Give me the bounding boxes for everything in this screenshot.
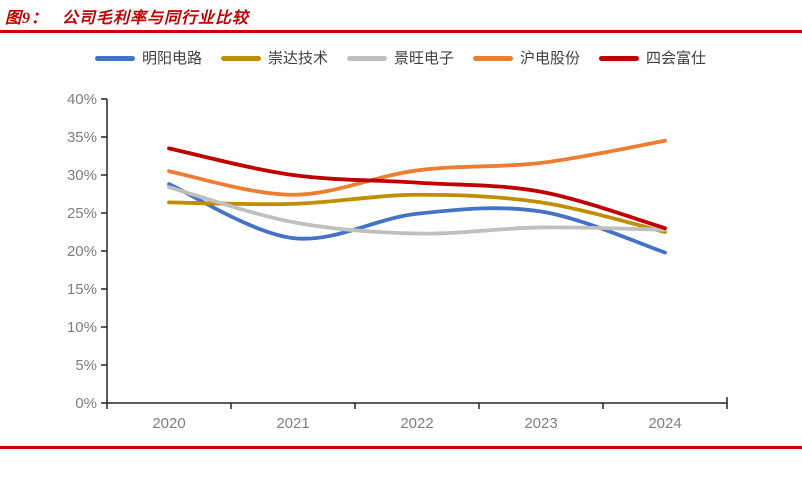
legend-line-swatch bbox=[94, 56, 135, 61]
chart-card: 明阳电路 崇达技术 景旺电子 沪电股份 四会富仕 0% 5% 10% 15% 20% 25% 30%… bbox=[53, 36, 748, 442]
legend-series-label: 明阳电路 bbox=[141, 50, 202, 67]
legend-item-0: 明阳电路 bbox=[94, 50, 202, 67]
y-tick-label: 20% bbox=[67, 243, 97, 260]
figure-label: 图9： bbox=[5, 10, 49, 27]
legend-series-label: 崇达技术 bbox=[267, 50, 328, 67]
y-tick-label: 40% bbox=[67, 91, 97, 108]
axis-lines bbox=[106, 99, 728, 404]
legend-line-swatch bbox=[220, 56, 261, 61]
legend-line-swatch bbox=[473, 56, 513, 61]
legend-series-label: 沪电股份 bbox=[520, 50, 581, 67]
legend-item-4: 四会富仕 bbox=[599, 51, 706, 66]
x-tick-label: 2023 bbox=[524, 415, 557, 432]
x-tick-label: 2020 bbox=[152, 415, 185, 432]
legend-item-1: 崇达技术 bbox=[220, 50, 328, 67]
series-line-0 bbox=[167, 182, 667, 255]
figure-header: 图9： 公司毛利率与同行业比较 bbox=[5, 4, 249, 28]
y-tick-label: 0% bbox=[75, 395, 97, 412]
legend-item-3: 沪电股份 bbox=[473, 51, 580, 66]
y-tick-label: 5% bbox=[75, 357, 97, 374]
legend-item-2: 景旺电子 bbox=[346, 50, 454, 67]
legend-series-label: 景旺电子 bbox=[393, 50, 454, 67]
legend-line-swatch bbox=[346, 56, 387, 61]
y-tick-label: 35% bbox=[67, 129, 97, 146]
x-tick-label: 2021 bbox=[276, 415, 309, 432]
x-tick-label: 2022 bbox=[400, 415, 433, 432]
chart-legend: 明阳电路 崇达技术 景旺电子 沪电股份 四会富仕 bbox=[53, 51, 748, 66]
y-tick-label: 15% bbox=[67, 281, 97, 298]
figure-title: 公司毛利率与同行业比较 bbox=[62, 10, 250, 27]
series-line-4 bbox=[167, 146, 667, 231]
series-line-2 bbox=[167, 185, 667, 236]
y-tick-label: 10% bbox=[67, 319, 97, 336]
bottom-divider bbox=[0, 446, 802, 449]
series-line-1 bbox=[167, 192, 667, 234]
series-line-3 bbox=[167, 138, 667, 197]
top-divider bbox=[0, 30, 802, 33]
y-tick-label: 30% bbox=[67, 167, 97, 184]
x-tick-label: 2024 bbox=[648, 415, 681, 432]
line-chart-plot: 0% 5% 10% 15% 20% 25% 30% 35% 40% 2020 2021 2022 202… bbox=[67, 91, 728, 432]
legend-line-swatch bbox=[599, 56, 640, 61]
y-tick-label: 25% bbox=[67, 205, 97, 222]
legend-series-label: 四会富仕 bbox=[646, 50, 707, 67]
